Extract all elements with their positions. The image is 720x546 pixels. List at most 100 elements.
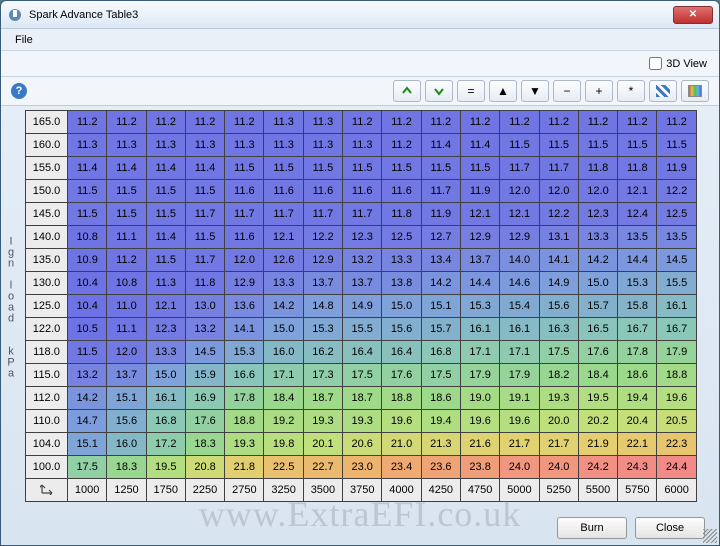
spark-table[interactable]: 165.011.211.211.211.211.211.311.311.211.…: [25, 110, 697, 502]
cell[interactable]: 19.5: [578, 387, 617, 410]
cell[interactable]: 15.3: [303, 318, 342, 341]
x-header[interactable]: 1250: [107, 479, 146, 502]
cell[interactable]: 14.5: [657, 249, 696, 272]
cell[interactable]: 22.5: [264, 456, 303, 479]
cell[interactable]: 17.3: [303, 364, 342, 387]
cell[interactable]: 13.2: [68, 364, 107, 387]
cell[interactable]: 16.3: [539, 318, 578, 341]
cell[interactable]: 11.5: [343, 157, 382, 180]
cell[interactable]: 11.4: [146, 226, 185, 249]
corner-icon[interactable]: [26, 479, 68, 502]
cell[interactable]: 11.9: [460, 180, 499, 203]
cell[interactable]: 18.8: [657, 364, 696, 387]
cell[interactable]: 11.3: [264, 134, 303, 157]
cell[interactable]: 14.9: [539, 272, 578, 295]
cell[interactable]: 11.3: [146, 272, 185, 295]
x-header[interactable]: 5000: [500, 479, 539, 502]
cell[interactable]: 13.3: [382, 249, 421, 272]
rainbow-button[interactable]: [681, 80, 709, 102]
cell[interactable]: 11.5: [146, 203, 185, 226]
cell[interactable]: 14.0: [500, 249, 539, 272]
cell[interactable]: 15.8: [618, 295, 657, 318]
cell[interactable]: 12.0: [107, 341, 146, 364]
cell[interactable]: 16.0: [264, 341, 303, 364]
cell[interactable]: 11.5: [146, 249, 185, 272]
cell[interactable]: 15.7: [578, 295, 617, 318]
cell[interactable]: 16.1: [460, 318, 499, 341]
cell[interactable]: 11.5: [382, 157, 421, 180]
cell[interactable]: 24.0: [500, 456, 539, 479]
cell[interactable]: 15.7: [421, 318, 460, 341]
cell[interactable]: 17.1: [500, 341, 539, 364]
cell[interactable]: 14.1: [539, 249, 578, 272]
cell[interactable]: 15.0: [146, 364, 185, 387]
x-header[interactable]: 2750: [225, 479, 264, 502]
cell[interactable]: 17.6: [382, 364, 421, 387]
cell[interactable]: 17.5: [68, 456, 107, 479]
cell[interactable]: 20.1: [303, 433, 342, 456]
cell[interactable]: 11.2: [460, 111, 499, 134]
cell[interactable]: 11.6: [382, 180, 421, 203]
y-header[interactable]: 115.0: [26, 364, 68, 387]
cell[interactable]: 16.8: [421, 341, 460, 364]
cell[interactable]: 12.0: [225, 249, 264, 272]
cell[interactable]: 12.3: [343, 226, 382, 249]
cell[interactable]: 19.8: [264, 433, 303, 456]
cell[interactable]: 17.8: [618, 341, 657, 364]
cell[interactable]: 20.8: [185, 456, 224, 479]
cell[interactable]: 11.8: [185, 272, 224, 295]
cell[interactable]: 16.1: [500, 318, 539, 341]
cell[interactable]: 11.5: [68, 180, 107, 203]
cell[interactable]: 14.4: [618, 249, 657, 272]
cell[interactable]: 15.3: [618, 272, 657, 295]
cell[interactable]: 19.3: [343, 410, 382, 433]
cell[interactable]: 15.3: [460, 295, 499, 318]
cell[interactable]: 17.8: [225, 387, 264, 410]
cell[interactable]: 11.5: [68, 203, 107, 226]
cell[interactable]: 15.1: [421, 295, 460, 318]
cell[interactable]: 11.7: [303, 203, 342, 226]
cell[interactable]: 18.7: [343, 387, 382, 410]
cell[interactable]: 16.6: [225, 364, 264, 387]
cell[interactable]: 17.2: [146, 433, 185, 456]
cell[interactable]: 14.7: [68, 410, 107, 433]
cell[interactable]: 12.2: [303, 226, 342, 249]
cell[interactable]: 15.3: [225, 341, 264, 364]
cell[interactable]: 11.6: [225, 180, 264, 203]
x-header[interactable]: 3250: [264, 479, 303, 502]
cell[interactable]: 12.5: [657, 203, 696, 226]
cell[interactable]: 11.7: [185, 203, 224, 226]
cell[interactable]: 11.4: [146, 157, 185, 180]
cell[interactable]: 12.5: [382, 226, 421, 249]
cell[interactable]: 12.2: [539, 203, 578, 226]
cell[interactable]: 22.1: [618, 433, 657, 456]
cell[interactable]: 12.9: [303, 249, 342, 272]
cell[interactable]: 11.5: [578, 134, 617, 157]
cell[interactable]: 21.6: [460, 433, 499, 456]
cell[interactable]: 13.8: [382, 272, 421, 295]
cell[interactable]: 16.8: [146, 410, 185, 433]
cell[interactable]: 16.1: [146, 387, 185, 410]
cell[interactable]: 11.5: [185, 226, 224, 249]
cell[interactable]: 11.2: [107, 111, 146, 134]
cell[interactable]: 17.9: [657, 341, 696, 364]
x-header[interactable]: 4250: [421, 479, 460, 502]
cell[interactable]: 11.9: [421, 203, 460, 226]
cell[interactable]: 18.7: [303, 387, 342, 410]
cell[interactable]: 11.3: [225, 134, 264, 157]
cell[interactable]: 15.0: [264, 318, 303, 341]
y-header[interactable]: 100.0: [26, 456, 68, 479]
cell[interactable]: 24.4: [657, 456, 696, 479]
cell[interactable]: 17.5: [539, 341, 578, 364]
cell[interactable]: 14.2: [264, 295, 303, 318]
cell[interactable]: 11.2: [68, 111, 107, 134]
caret-down-button[interactable]: ▼: [521, 80, 549, 102]
cell[interactable]: 12.1: [460, 203, 499, 226]
cell[interactable]: 14.9: [343, 295, 382, 318]
close-button-footer[interactable]: Close: [635, 517, 705, 539]
cell[interactable]: 12.3: [146, 318, 185, 341]
cell[interactable]: 15.0: [578, 272, 617, 295]
cell[interactable]: 18.6: [618, 364, 657, 387]
x-header[interactable]: 1750: [146, 479, 185, 502]
cell[interactable]: 13.3: [264, 272, 303, 295]
